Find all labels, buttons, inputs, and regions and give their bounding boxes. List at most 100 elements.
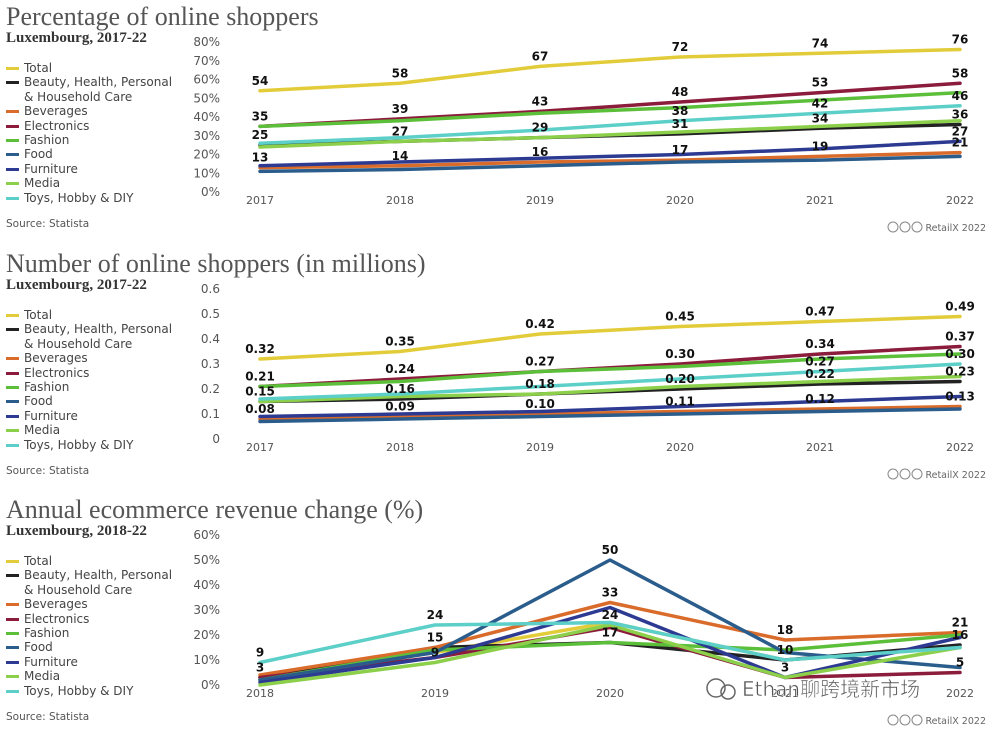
data-label: 0.18 <box>525 377 555 391</box>
x-tick-label: 2022 <box>946 687 974 700</box>
series-line <box>258 394 962 419</box>
data-label: 0.15 <box>245 385 275 399</box>
license-icon <box>887 468 899 480</box>
legend-item: Food <box>6 147 174 161</box>
license-icon <box>899 468 911 480</box>
legend-swatch <box>6 371 19 375</box>
data-label: 9 <box>431 646 439 660</box>
data-label: 0.23 <box>945 365 975 379</box>
data-label: 10 <box>777 643 794 657</box>
x-tick-label: 2018 <box>386 441 414 454</box>
data-label: 35 <box>252 109 269 123</box>
legend-label: Fashion <box>24 133 70 148</box>
data-label: 43 <box>532 94 549 108</box>
license-icon <box>899 221 911 233</box>
legend-swatch <box>6 182 19 186</box>
data-label: 33 <box>602 586 619 600</box>
data-label: 0.34 <box>805 337 835 351</box>
y-tick-label: 50% <box>193 553 220 567</box>
series-line <box>258 150 962 170</box>
y-tick-label: 0.3 <box>201 357 220 371</box>
data-label: 0.42 <box>525 317 555 331</box>
data-label: 74 <box>812 36 829 50</box>
x-tick-label: 2017 <box>246 194 274 207</box>
legend-item: Media <box>6 669 174 683</box>
legend-item: Fashion <box>6 380 174 394</box>
data-label: 25 <box>252 128 269 142</box>
data-label: 3 <box>256 661 264 675</box>
legend-label: Beverages <box>24 104 88 119</box>
data-label: 16 <box>952 628 969 642</box>
chart-subtitle: Luxembourg, 2018-22 <box>6 523 147 539</box>
legend-swatch <box>6 429 19 433</box>
legend-label: Toys, Hobby & DIY <box>24 190 134 205</box>
legend-item: Total <box>6 61 174 75</box>
y-tick-label: 0 <box>212 432 220 446</box>
legend-item: Toys, Hobby & DIY <box>6 438 174 452</box>
credit: RetailX 2022 <box>925 223 986 234</box>
data-label: 24 <box>602 608 619 622</box>
chart: 0% 10% 20% 30% 40% 50% 60% 70% 80% 2017 2018 2019 20… <box>193 33 986 235</box>
chart-subtitle: Luxembourg, 2017-22 <box>6 30 147 46</box>
data-label: 0.21 <box>245 370 275 384</box>
data-label: 48 <box>672 85 689 99</box>
data-label: 46 <box>952 89 969 103</box>
legend-swatch <box>6 632 19 636</box>
legend-swatch <box>6 139 19 143</box>
chart-panel: 0 0.1 0.2 0.3 0.4 0.5 0.6 2017 2018 2019 2020 2021 2… <box>0 247 1000 492</box>
legend-item: Food <box>6 394 174 408</box>
data-label: 24 <box>427 608 444 622</box>
data-label: 0.13 <box>945 390 975 404</box>
chart-title: Annual ecommerce revenue change (%) <box>6 495 424 524</box>
legend-swatch <box>6 414 19 418</box>
series-line <box>258 104 962 145</box>
data-label: 0.30 <box>665 347 695 361</box>
legend-swatch <box>6 617 19 621</box>
x-tick-label: 2020 <box>666 194 694 207</box>
y-tick-label: 70% <box>193 54 220 68</box>
legend-label: Toys, Hobby & DIY <box>24 683 134 698</box>
data-label: 0.47 <box>805 305 835 319</box>
y-tick-label: 20% <box>193 628 220 642</box>
legend-item: Furniture <box>6 162 174 176</box>
data-label: 29 <box>532 121 549 135</box>
data-label: 21 <box>952 616 969 630</box>
legend-swatch <box>6 110 19 114</box>
legend-label: Beverages <box>24 351 88 366</box>
legend-item: Media <box>6 176 174 190</box>
data-label: 53 <box>812 76 829 90</box>
legend-item: Total <box>6 554 174 568</box>
data-label: 27 <box>952 124 969 138</box>
legend-item: Beauty, Health, Personal & Household Car… <box>6 568 174 597</box>
y-tick-label: 60% <box>193 73 220 87</box>
y-tick-label: 80% <box>193 35 220 49</box>
data-label: 19 <box>812 139 829 153</box>
data-label: 0.37 <box>945 330 975 344</box>
y-tick-label: 40% <box>193 110 220 124</box>
x-tick-label: 2022 <box>946 441 974 454</box>
y-tick-label: 0.6 <box>201 282 220 296</box>
data-label: 0.24 <box>385 362 415 376</box>
y-tick-label: 0.5 <box>201 307 220 321</box>
y-tick-label: 60% <box>193 528 220 542</box>
legend-item: Electronics <box>6 612 174 626</box>
data-label: 0.12 <box>805 392 835 406</box>
legend-item: Total <box>6 308 174 322</box>
data-label: 13 <box>252 151 269 165</box>
legend: Total Beauty, Health, Personal & Househol… <box>6 308 176 452</box>
data-label: 0.10 <box>525 397 555 411</box>
data-label: 50 <box>602 543 619 557</box>
legend-label: Electronics <box>24 118 90 133</box>
legend-swatch <box>6 167 19 171</box>
x-tick-label: 2022 <box>946 194 974 207</box>
chart-panel: 0% 10% 20% 30% 40% 50% 60% 70% 80% 2017 2018 2019 20… <box>0 0 1000 245</box>
legend-label: Toys, Hobby & DIY <box>24 437 134 452</box>
legend-swatch <box>6 689 19 693</box>
license-icon <box>887 714 899 726</box>
legend-swatch <box>6 660 19 664</box>
legend-label: Total <box>24 308 53 322</box>
legend-label: Total <box>24 61 53 75</box>
credit: RetailX 2022 <box>925 470 986 481</box>
credit: RetailX 2022 <box>925 716 986 727</box>
x-tick-label: 2021 <box>806 194 834 207</box>
